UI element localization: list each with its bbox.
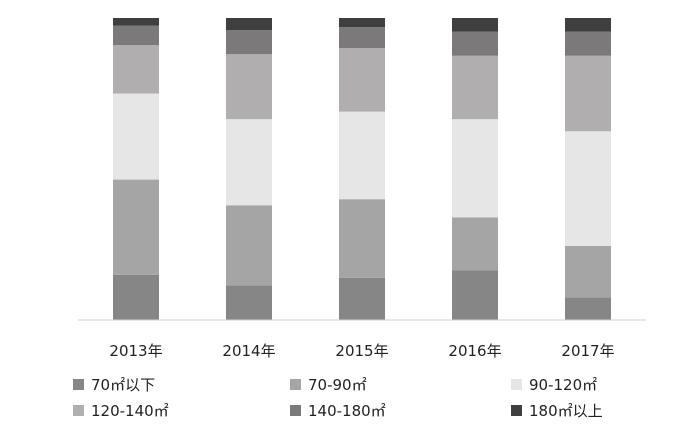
legend-item-140-180: 140-180㎡ bbox=[290, 398, 386, 422]
legend-swatch bbox=[73, 404, 84, 416]
bar-segment-0-1 bbox=[113, 179, 159, 275]
bar-segment-2-5 bbox=[339, 18, 385, 28]
bar-segment-0-2 bbox=[113, 93, 159, 180]
bar-segment-3-5 bbox=[452, 18, 498, 32]
bars-group bbox=[113, 18, 611, 320]
bar-segment-1-1 bbox=[226, 205, 272, 286]
x-tick-label: 2016年 bbox=[448, 342, 501, 360]
legend-item-70-below: 70㎡以下 bbox=[73, 372, 155, 396]
bar-segment-4-2 bbox=[565, 131, 611, 247]
x-tick-label: 2015年 bbox=[335, 342, 388, 360]
legend-swatch bbox=[290, 378, 301, 390]
legend-swatch bbox=[511, 378, 522, 390]
legend-label: 140-180㎡ bbox=[308, 401, 386, 420]
x-tick-labels: 2013年 2014年 2015年 2016年 2017年 bbox=[109, 342, 614, 360]
x-tick-label: 2014年 bbox=[222, 342, 275, 360]
legend-label: 70-90㎡ bbox=[308, 375, 367, 394]
bar-segment-0-4 bbox=[113, 25, 159, 46]
bar-segment-0-0 bbox=[113, 274, 159, 320]
bar-segment-2-0 bbox=[339, 277, 385, 320]
bar-segment-4-1 bbox=[565, 246, 611, 298]
legend-label: 70㎡以下 bbox=[91, 375, 156, 394]
x-tick-label: 2017年 bbox=[561, 342, 614, 360]
legend-item-120-140: 120-140㎡ bbox=[73, 398, 169, 422]
bar-segment-1-3 bbox=[226, 54, 272, 120]
bar-segment-3-2 bbox=[452, 119, 498, 218]
bar-segment-3-3 bbox=[452, 55, 498, 120]
bar-segment-4-5 bbox=[565, 18, 611, 32]
bar-segment-1-0 bbox=[226, 285, 272, 320]
x-tick-label: 2013年 bbox=[109, 342, 162, 360]
legend-swatch bbox=[73, 378, 84, 390]
bar-segment-2-2 bbox=[339, 111, 385, 200]
bar-segment-0-5 bbox=[113, 18, 159, 26]
bar-segment-4-4 bbox=[565, 31, 611, 56]
legend: 70㎡以下 70-90㎡ 90-120㎡ 120-140㎡ 140-180㎡ 1… bbox=[0, 370, 700, 430]
legend-item-180-above: 180㎡以上 bbox=[511, 398, 603, 422]
legend-item-90-120: 90-120㎡ bbox=[511, 372, 597, 396]
legend-label: 120-140㎡ bbox=[91, 401, 169, 420]
bar-segment-1-4 bbox=[226, 30, 272, 55]
bar-segment-3-0 bbox=[452, 270, 498, 320]
bar-segment-2-1 bbox=[339, 199, 385, 278]
bar-segment-0-3 bbox=[113, 45, 159, 94]
bar-segment-3-4 bbox=[452, 31, 498, 56]
bar-segment-1-5 bbox=[226, 18, 272, 31]
legend-swatch bbox=[511, 404, 522, 416]
legend-item-70-90: 70-90㎡ bbox=[290, 372, 367, 396]
bar-segment-1-2 bbox=[226, 119, 272, 206]
bar-segment-4-3 bbox=[565, 55, 611, 132]
bar-segment-2-3 bbox=[339, 48, 385, 112]
legend-label: 180㎡以上 bbox=[529, 401, 603, 420]
legend-label: 90-120㎡ bbox=[529, 375, 598, 394]
bar-segment-2-4 bbox=[339, 27, 385, 49]
legend-swatch bbox=[290, 404, 301, 416]
bar-segment-4-0 bbox=[565, 297, 611, 320]
bar-segment-3-1 bbox=[452, 217, 498, 271]
